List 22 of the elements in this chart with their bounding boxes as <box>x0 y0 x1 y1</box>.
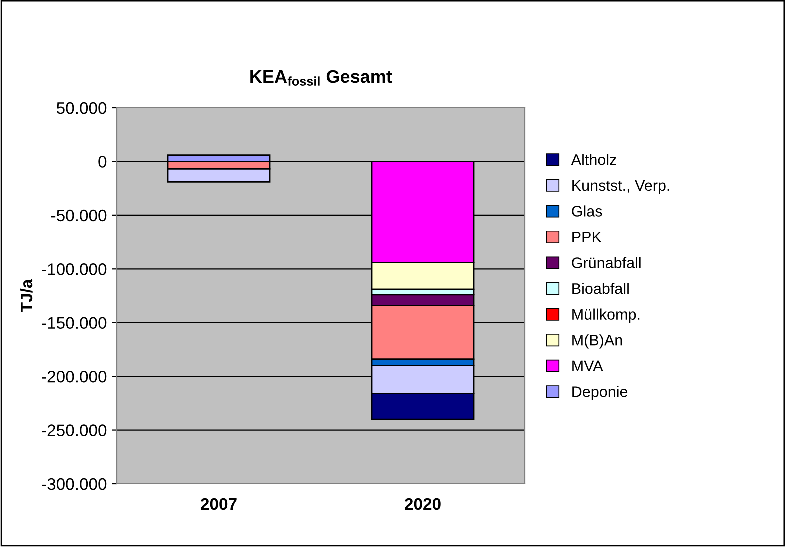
legend-label: Deponie <box>572 386 628 400</box>
legend-label: PPK <box>572 232 602 243</box>
y-tick-label: -300.000 <box>42 478 107 490</box>
legend-label: Bioabfall <box>572 283 629 294</box>
y-tick-label: -50.000 <box>51 210 107 222</box>
x-tick-label: 2020 <box>405 498 441 510</box>
y-tick-label: -250.000 <box>42 424 107 436</box>
legend-label: Grünabfall <box>572 257 641 268</box>
legend-label: M(B)An <box>572 334 622 349</box>
legend-label: Kunstst., Verp. <box>572 180 670 194</box>
legend-label: MVA <box>572 360 604 372</box>
chart-title: KEA$_{fossil}$ Gesamt <box>250 70 392 86</box>
y-axis-title: TJ/a <box>20 279 33 312</box>
legend-label: Altholz <box>571 154 616 166</box>
y-tick-label: 0 <box>98 156 107 168</box>
y-tick-label: -200.000 <box>42 370 107 383</box>
y-tick-label: 50.000 <box>56 102 107 114</box>
x-tick-label: 2007 <box>201 498 237 510</box>
legend-label: Müllkomp. <box>572 308 640 324</box>
y-tick-label: -150.000 <box>42 317 107 330</box>
y-tick-label: -100.000 <box>42 264 107 276</box>
legend-label: Glas <box>572 206 602 217</box>
